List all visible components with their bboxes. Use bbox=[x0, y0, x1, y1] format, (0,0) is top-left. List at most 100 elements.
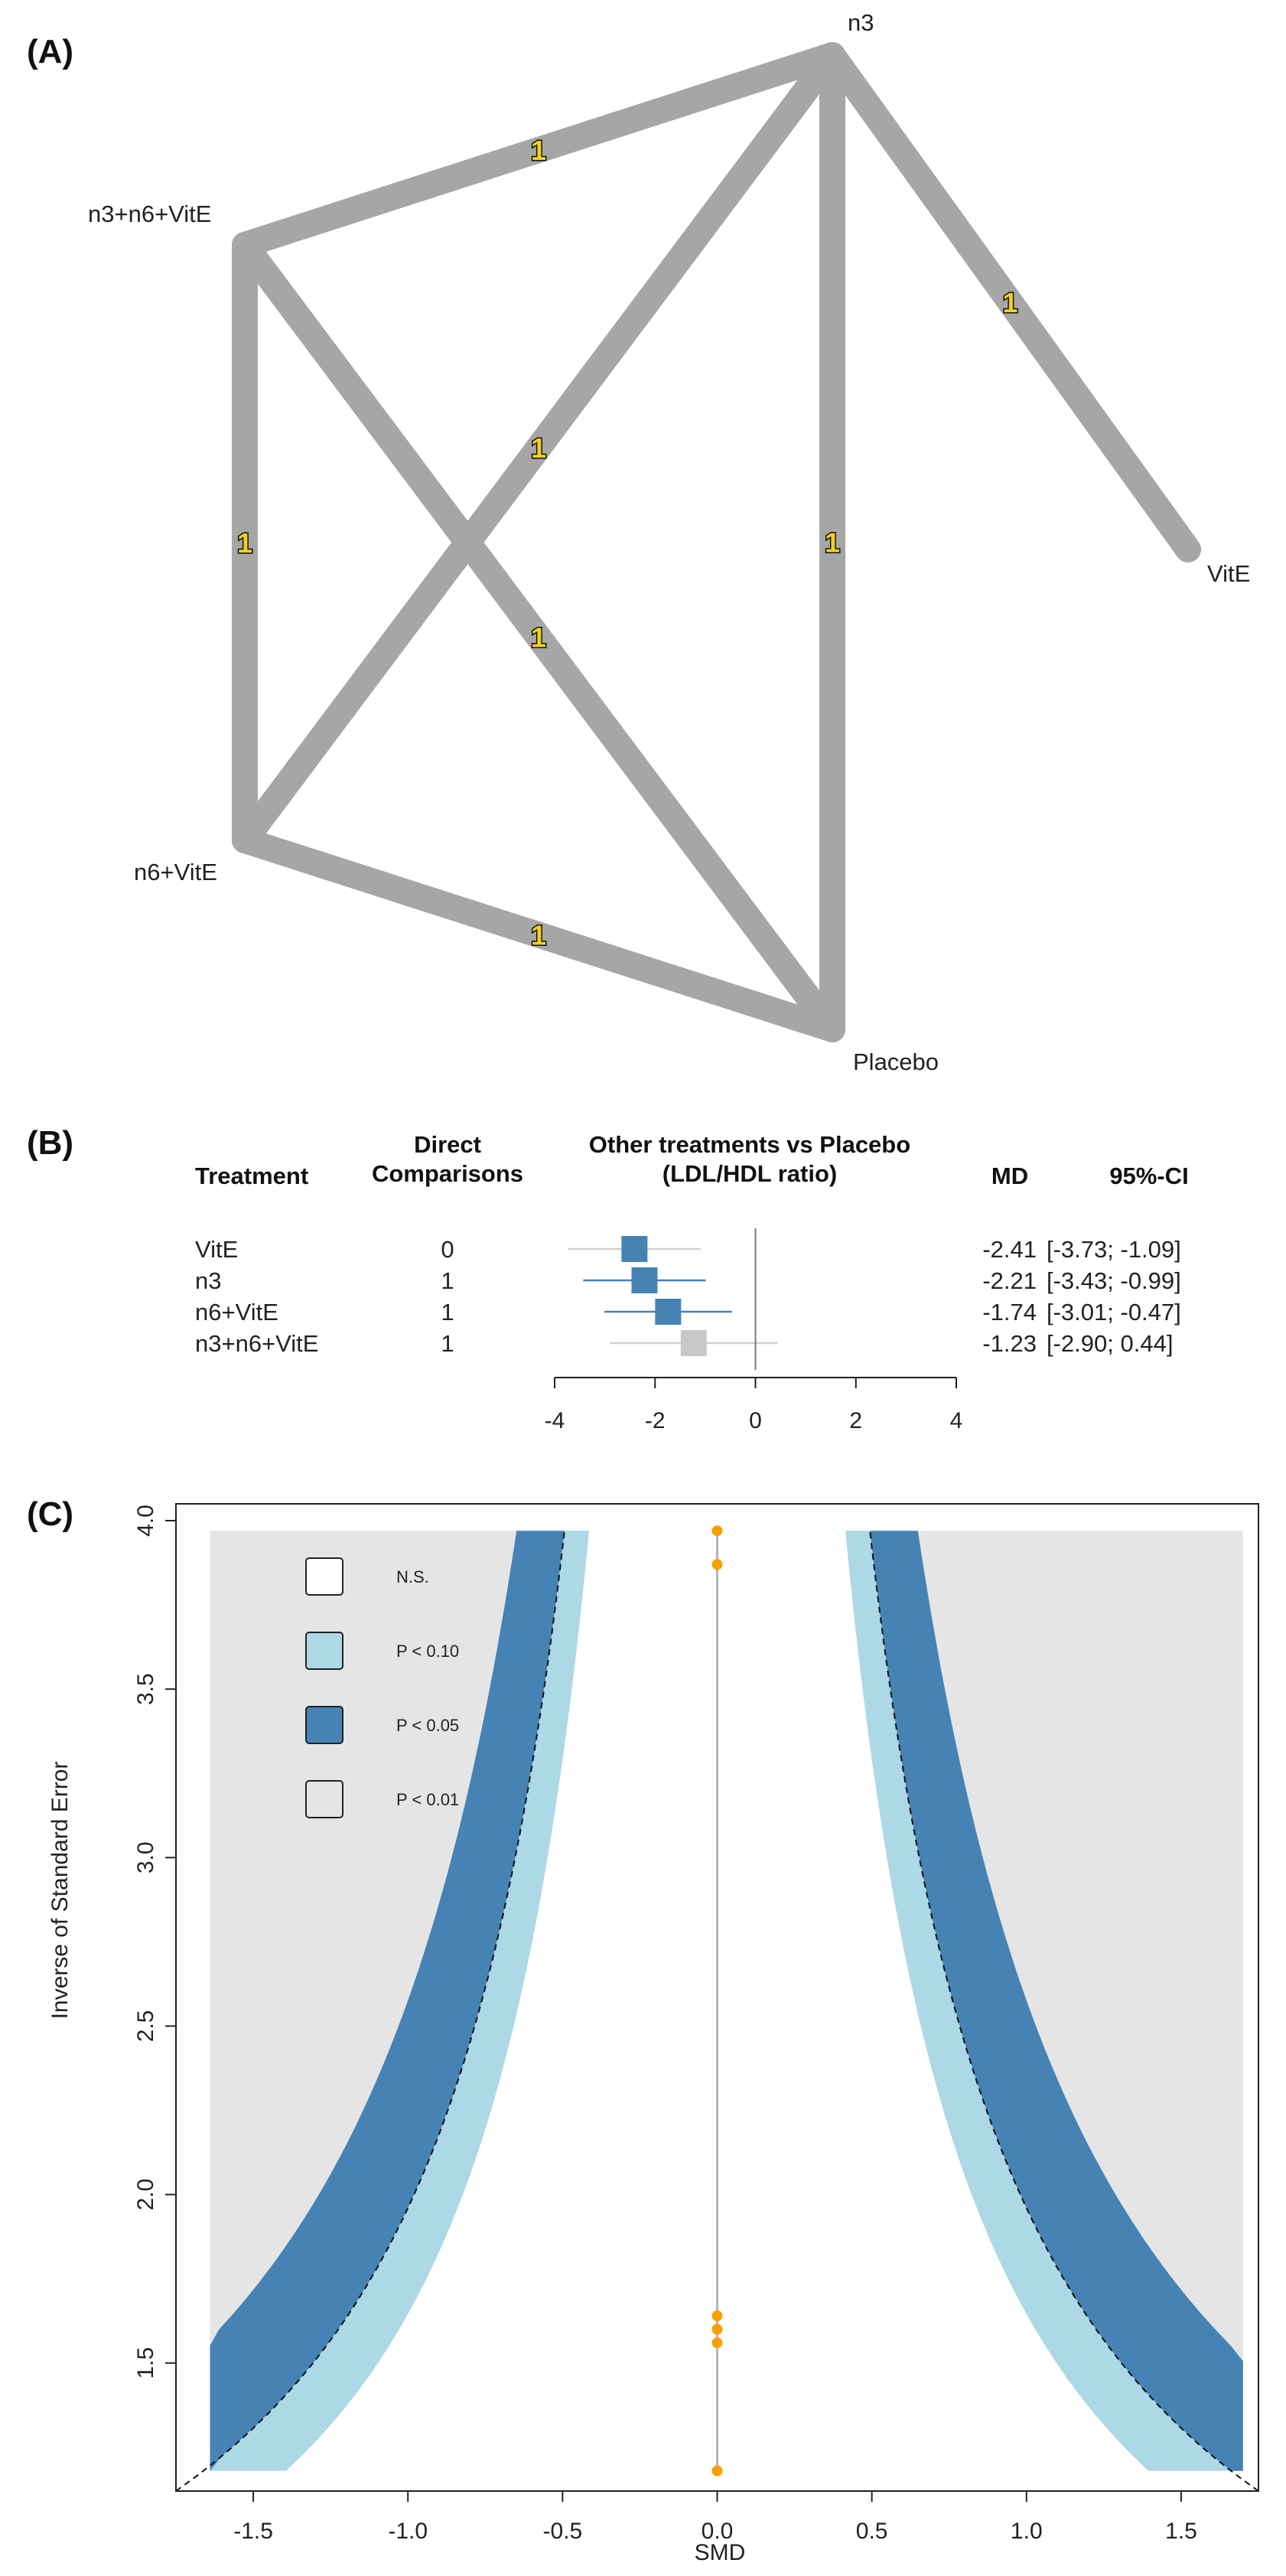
panel-c-letter: (C) bbox=[27, 1495, 73, 1533]
panel-a-network: (A) 1 1 1 1 1 1 1 n3 n3+n6+VitE VitE n6+VitE Place… bbox=[27, 9, 1250, 1075]
network-edges bbox=[232, 42, 1201, 1042]
funnel-ytick-label-4: 3.5 bbox=[133, 1673, 158, 1705]
header-ci: 95%-CI bbox=[1109, 1162, 1188, 1189]
forest-axis: -4 -2 0 2 4 bbox=[545, 1228, 963, 1433]
row-direct-n3-n6-vite: 1 bbox=[441, 1330, 454, 1357]
forest-tick-label-4: 4 bbox=[950, 1408, 963, 1433]
header-direct-line1: Direct bbox=[414, 1131, 481, 1158]
funnel-ytick-label-5: 4.0 bbox=[133, 1505, 158, 1537]
funnel-xtick-label-1: -1.0 bbox=[388, 2519, 428, 2544]
node-label-n3: n3 bbox=[848, 9, 874, 36]
row-md-vite: -2.41 bbox=[982, 1236, 1037, 1263]
row-md-n6-vite: -1.74 bbox=[982, 1299, 1037, 1325]
edge-n3-n6-vite-to-placebo bbox=[232, 232, 845, 1042]
funnel-ytick-label-1: 2.0 bbox=[133, 2179, 158, 2211]
legend-label-p-0-10: P < 0.10 bbox=[396, 1642, 459, 1661]
study-point-1 bbox=[711, 1559, 723, 1570]
band-p05-left bbox=[210, 1531, 565, 2471]
edge-count-n3-to-placebo: 1 bbox=[825, 527, 840, 559]
node-label-placebo: Placebo bbox=[853, 1048, 939, 1075]
forest-tick-label-2: 0 bbox=[749, 1408, 762, 1433]
funnel-ytick-label-0: 1.5 bbox=[133, 2347, 158, 2379]
study-point-0 bbox=[711, 1525, 723, 1537]
edge-count-n3-to-n6-vite: 1 bbox=[531, 432, 546, 464]
legend-label-p-0-01: P < 0.01 bbox=[396, 1790, 459, 1809]
edge-count-n3-n6-vite-to-n6-vite: 1 bbox=[237, 527, 252, 559]
row-ci-text-n3-n6-vite: [-2.90; 0.44] bbox=[1047, 1330, 1173, 1357]
row-estimate-n3 bbox=[631, 1267, 658, 1293]
panel-b-forest: (B) Treatment Direct Comparisons Other t… bbox=[27, 1124, 1189, 1433]
row-treatment-vite: VitE bbox=[195, 1236, 238, 1263]
funnel-contour-bands bbox=[175, 1531, 1259, 2492]
funnel-xtick-label-6: 1.5 bbox=[1165, 2519, 1197, 2544]
forest-rows: VitE 0 -2.41 [-3.73; -1.09] n3 1 -2.21 [-3.43; … bbox=[195, 1236, 1181, 1357]
forest-tick-label-1: -2 bbox=[645, 1408, 666, 1433]
node-label-n6-vite: n6+VitE bbox=[134, 859, 217, 885]
node-label-vite: VitE bbox=[1207, 560, 1250, 587]
funnel-xtick-label-0: -1.5 bbox=[233, 2519, 273, 2544]
row-direct-n3: 1 bbox=[441, 1267, 454, 1294]
legend-swatch-p-0-01 bbox=[305, 1780, 343, 1818]
network-node-labels: n3 n3+n6+VitE VitE n6+VitE Placebo bbox=[88, 9, 1250, 1075]
network-edge-counts: 1 1 1 1 1 1 1 bbox=[236, 134, 1019, 953]
header-direct-line2: Comparisons bbox=[372, 1160, 523, 1187]
legend-swatch-p-0-10 bbox=[305, 1632, 343, 1670]
band-ns-right bbox=[717, 1531, 1149, 2471]
study-point-5 bbox=[711, 2465, 723, 2477]
header-effect-line1: Other treatments vs Placebo bbox=[589, 1131, 910, 1158]
forest-tick-label-3: 2 bbox=[849, 1408, 862, 1433]
header-md: MD bbox=[991, 1162, 1028, 1189]
study-point-4 bbox=[711, 2337, 723, 2349]
edge-n3-to-n6-vite bbox=[232, 42, 845, 853]
funnel-x-axis-title: SMD bbox=[695, 2540, 746, 2565]
funnel-ytick-label-3: 3.0 bbox=[133, 1841, 158, 1873]
funnel-xtick-label-4: 0.5 bbox=[856, 2519, 888, 2544]
dashed-95-line-left bbox=[175, 1531, 565, 2492]
edge-n6-vite-to-placebo bbox=[232, 827, 845, 1042]
row-md-n3-n6-vite: -1.23 bbox=[982, 1330, 1037, 1357]
legend-swatch-n-s bbox=[305, 1557, 343, 1596]
row-estimate-n3-n6-vite bbox=[680, 1330, 707, 1356]
dashed-95-line-right bbox=[869, 1531, 1259, 2492]
edge-count-n3-to-vite: 1 bbox=[1002, 287, 1017, 318]
funnel-y-axis-title: Inverse of Standard Error bbox=[47, 1762, 73, 2020]
band-p05-right bbox=[870, 1531, 1243, 2471]
node-label-n3-n6-vite: n3+n6+VitE bbox=[88, 201, 211, 227]
row-direct-n6-vite: 1 bbox=[441, 1299, 454, 1325]
funnel-plot-frame: -1.5 -1.0 -0.5 0.0 0.5 1.0 1.5 1.5 2.0 2.5 3.0 3.5 4… bbox=[133, 1503, 1259, 2544]
funnel-xtick-label-2: -0.5 bbox=[543, 2519, 583, 2544]
legend-label-n-s: N.S. bbox=[396, 1567, 429, 1586]
legend-swatch-p-0-05 bbox=[305, 1706, 343, 1744]
funnel-legend: N.S. P < 0.10 P < 0.05 P < 0.01 bbox=[305, 1557, 459, 1818]
edge-count-n6-vite-to-placebo: 1 bbox=[531, 920, 546, 951]
row-direct-vite: 0 bbox=[441, 1236, 454, 1263]
panel-a-letter: (A) bbox=[27, 33, 73, 70]
funnel-xtick-label-5: 1.0 bbox=[1011, 2519, 1043, 2544]
edge-n3-n6-vite-to-n3 bbox=[232, 42, 845, 258]
funnel-ytick-label-2: 2.5 bbox=[133, 2010, 158, 2043]
row-treatment-n3-n6-vite: n3+n6+VitE bbox=[195, 1330, 318, 1357]
panel-b-letter: (B) bbox=[27, 1124, 73, 1162]
edge-count-n3-n6-vite-to-n3: 1 bbox=[531, 135, 546, 166]
row-ci-text-vite: [-3.73; -1.09] bbox=[1047, 1236, 1181, 1263]
row-treatment-n6-vite: n6+VitE bbox=[195, 1299, 278, 1325]
study-point-2 bbox=[711, 2310, 723, 2322]
study-point-3 bbox=[711, 2323, 723, 2335]
panel-c-funnel: (C) -1.5 -1.0 -0.5 0.0 0.5 1.0 1.5 1.5 2.0 2.5 3.0… bbox=[27, 1495, 1259, 2565]
forest-tick-label-0: -4 bbox=[545, 1408, 565, 1433]
edge-n3-to-vite bbox=[819, 42, 1201, 562]
row-ci-text-n6-vite: [-3.01; -0.47] bbox=[1047, 1299, 1181, 1325]
band-ns-left bbox=[285, 1531, 718, 2471]
header-treatment: Treatment bbox=[195, 1162, 308, 1189]
row-md-n3: -2.21 bbox=[982, 1267, 1037, 1294]
edge-count-n3-n6-vite-to-placebo: 1 bbox=[531, 622, 546, 654]
row-treatment-n3: n3 bbox=[195, 1267, 221, 1294]
legend-label-p-0-05: P < 0.05 bbox=[396, 1716, 459, 1735]
funnel-xtick-label-3: 0.0 bbox=[702, 2519, 734, 2544]
row-ci-text-n3: [-3.43; -0.99] bbox=[1047, 1267, 1181, 1294]
row-estimate-n6-vite bbox=[655, 1299, 682, 1325]
header-effect-line2: (LDL/HDL ratio) bbox=[663, 1160, 837, 1187]
funnel-study-points bbox=[711, 1525, 723, 2477]
row-estimate-vite bbox=[621, 1236, 648, 1262]
